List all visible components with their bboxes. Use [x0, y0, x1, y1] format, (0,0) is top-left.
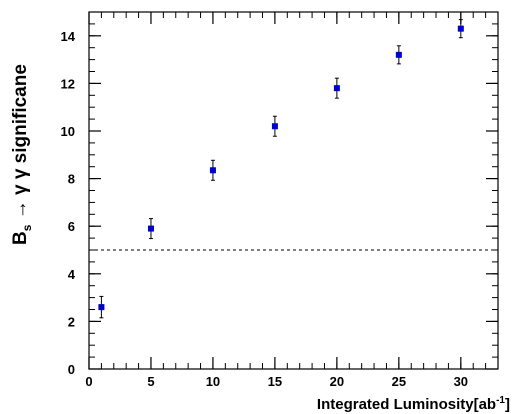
- x-tick-label: 30: [454, 374, 468, 389]
- data-point: [209, 167, 216, 174]
- y-tick-label: 12: [61, 76, 75, 91]
- major-ticks: [88, 12, 498, 370]
- x-tick-label: 25: [392, 374, 406, 389]
- y-tick-label: 6: [68, 219, 75, 234]
- x-tick-label: 15: [268, 374, 282, 389]
- x-tick-label: 20: [330, 374, 344, 389]
- data-point: [147, 225, 154, 232]
- data-points: [98, 19, 464, 319]
- data-point: [271, 123, 278, 130]
- plot-frame: [88, 11, 499, 370]
- data-point: [457, 25, 464, 32]
- x-axis-title: Integrated Luminosity[ab-1]: [317, 395, 510, 413]
- y-tick-label: 0: [68, 362, 75, 377]
- y-tick-label: 8: [68, 172, 75, 187]
- x-tick-label: 0: [85, 374, 92, 389]
- data-point: [395, 51, 402, 58]
- y-tick-label: 14: [61, 29, 76, 44]
- minor-ticks: [88, 11, 499, 370]
- data-point: [98, 304, 105, 311]
- y-axis-title: Bs → γ γ significane: [10, 64, 34, 245]
- y-tick-label: 2: [68, 314, 75, 329]
- y-tick-label: 4: [68, 267, 76, 282]
- x-tick-label: 5: [147, 374, 154, 389]
- data-point: [333, 85, 340, 92]
- x-tick-label: 10: [206, 374, 220, 389]
- tick-labels: 0 5 10 15 20 25 30 0 2 4 6 8 10 12 14: [61, 29, 469, 389]
- y-tick-label: 10: [61, 124, 75, 139]
